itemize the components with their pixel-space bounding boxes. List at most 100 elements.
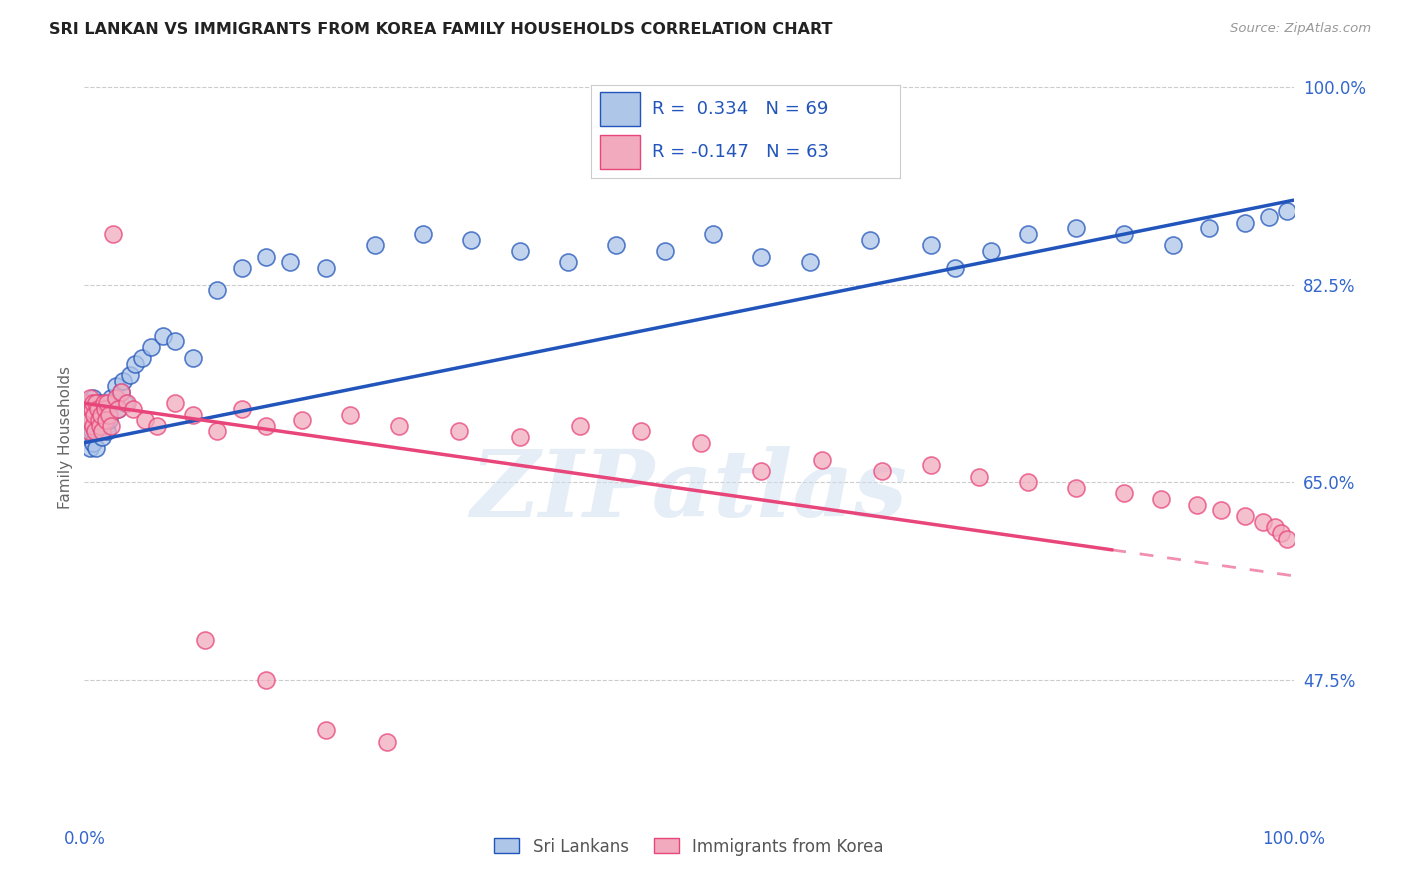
- Point: [90, 413, 112, 427]
- Point: [1185, 498, 1208, 512]
- Point: [83, 418, 105, 433]
- Point: [1198, 221, 1220, 235]
- Point: [1277, 532, 1299, 546]
- Text: R = -0.147   N = 63: R = -0.147 N = 63: [652, 144, 830, 161]
- Point: [100, 391, 122, 405]
- Point: [291, 413, 314, 427]
- Point: [120, 368, 142, 382]
- Point: [107, 401, 129, 416]
- Point: [83, 408, 105, 422]
- Point: [80, 401, 103, 416]
- Point: [1264, 520, 1286, 534]
- Point: [1253, 515, 1275, 529]
- Point: [82, 396, 104, 410]
- Point: [654, 244, 676, 258]
- Point: [90, 408, 112, 422]
- Text: Source: ZipAtlas.com: Source: ZipAtlas.com: [1230, 22, 1371, 36]
- Point: [94, 413, 117, 427]
- Point: [1114, 227, 1136, 241]
- Point: [872, 464, 894, 478]
- Y-axis label: Family Households: Family Households: [58, 366, 73, 508]
- Point: [86, 396, 108, 410]
- Point: [131, 351, 153, 365]
- Point: [97, 413, 120, 427]
- Point: [1017, 227, 1039, 241]
- Point: [254, 673, 277, 687]
- Point: [751, 250, 773, 264]
- Point: [86, 401, 108, 416]
- Point: [231, 401, 253, 416]
- Point: [315, 723, 337, 738]
- Point: [79, 413, 101, 427]
- Text: R =  0.334   N = 69: R = 0.334 N = 69: [652, 100, 828, 118]
- Point: [86, 442, 108, 456]
- Point: [1258, 210, 1281, 224]
- Point: [84, 396, 107, 410]
- Point: [751, 464, 773, 478]
- Point: [103, 396, 125, 410]
- FancyBboxPatch shape: [600, 136, 640, 169]
- Point: [80, 413, 103, 427]
- Point: [86, 418, 108, 433]
- Point: [94, 401, 117, 416]
- Point: [77, 408, 100, 422]
- Point: [79, 442, 101, 456]
- Point: [231, 260, 253, 275]
- Point: [363, 238, 385, 252]
- Point: [181, 408, 204, 422]
- Text: SRI LANKAN VS IMMIGRANTS FROM KOREA FAMILY HOUSEHOLDS CORRELATION CHART: SRI LANKAN VS IMMIGRANTS FROM KOREA FAMI…: [49, 22, 832, 37]
- Point: [146, 418, 169, 433]
- Point: [91, 430, 114, 444]
- Point: [77, 430, 100, 444]
- Point: [388, 418, 411, 433]
- Point: [509, 244, 531, 258]
- Point: [207, 425, 229, 439]
- Point: [76, 418, 98, 433]
- Point: [165, 396, 187, 410]
- Point: [412, 227, 434, 241]
- Point: [254, 418, 277, 433]
- Point: [93, 408, 115, 422]
- Point: [89, 396, 111, 410]
- Point: [100, 418, 122, 433]
- Point: [1277, 204, 1299, 219]
- Point: [811, 452, 834, 467]
- Point: [104, 391, 127, 405]
- Point: [702, 227, 724, 241]
- Point: [87, 408, 110, 422]
- Point: [94, 418, 117, 433]
- Point: [110, 384, 132, 399]
- Point: [254, 250, 277, 264]
- Point: [920, 238, 942, 252]
- Point: [569, 418, 592, 433]
- Point: [1209, 503, 1232, 517]
- Point: [605, 238, 627, 252]
- Point: [339, 408, 361, 422]
- Point: [375, 734, 398, 748]
- Point: [107, 401, 129, 416]
- Point: [967, 469, 990, 483]
- Point: [77, 408, 100, 422]
- Point: [980, 244, 1002, 258]
- Point: [690, 435, 713, 450]
- Point: [80, 425, 103, 439]
- Point: [86, 401, 108, 416]
- Point: [104, 379, 127, 393]
- Point: [77, 425, 100, 439]
- Point: [83, 408, 105, 422]
- Point: [1234, 509, 1257, 524]
- Point: [121, 401, 143, 416]
- Point: [557, 255, 579, 269]
- Point: [91, 425, 114, 439]
- Point: [943, 260, 966, 275]
- Point: [76, 396, 98, 410]
- Point: [86, 425, 108, 439]
- Point: [79, 391, 101, 405]
- Point: [799, 255, 821, 269]
- Point: [82, 418, 104, 433]
- Point: [139, 340, 162, 354]
- Point: [82, 435, 104, 450]
- Point: [79, 401, 101, 416]
- Point: [165, 334, 187, 349]
- Point: [94, 401, 117, 416]
